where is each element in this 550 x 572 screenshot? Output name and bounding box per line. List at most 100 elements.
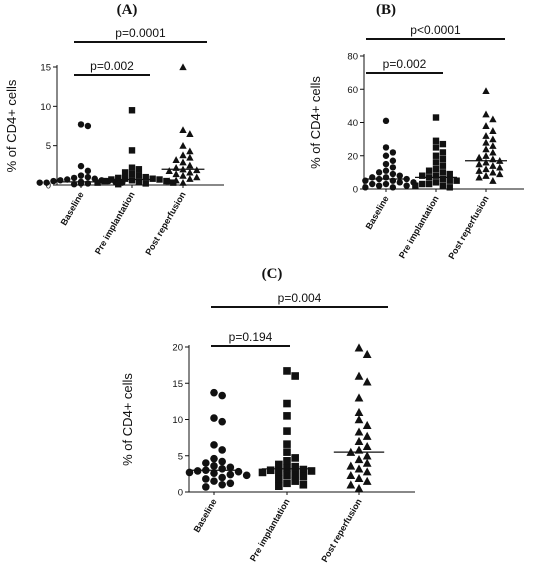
data-point <box>439 182 447 189</box>
y-tick-label: 15 <box>172 379 183 390</box>
y-tick-label: 10 <box>172 415 183 426</box>
data-point <box>489 135 497 143</box>
data-point <box>496 170 504 178</box>
data-point <box>482 152 490 159</box>
data-point <box>396 172 403 179</box>
data-point <box>291 477 299 485</box>
data-point <box>202 475 210 483</box>
data-point <box>186 168 194 176</box>
p-value-label: p=0.0001 <box>115 26 166 40</box>
data-point <box>446 170 453 178</box>
data-point <box>346 480 356 489</box>
data-point <box>482 172 490 179</box>
data-point <box>70 181 78 188</box>
data-point <box>275 475 283 483</box>
data-point <box>482 138 490 146</box>
data-point <box>186 175 194 182</box>
data-point <box>432 165 440 173</box>
data-point <box>202 483 210 491</box>
data-point <box>70 174 78 182</box>
data-point <box>36 179 43 186</box>
data-point <box>482 110 490 118</box>
data-point <box>210 462 218 470</box>
category-label: Baseline <box>192 497 219 534</box>
panel-1: (A) % of CD4+ cells 0 5 10 15 Baseline Pre impl… <box>4 2 224 257</box>
data-point <box>432 159 440 166</box>
series-square <box>94 107 177 188</box>
data-point <box>489 177 497 184</box>
data-point <box>84 122 92 130</box>
data-point <box>121 169 129 176</box>
data-point <box>179 171 187 179</box>
data-point <box>84 167 92 175</box>
data-point <box>283 412 291 420</box>
data-point <box>439 149 447 156</box>
y-tick-label: 10 <box>40 102 51 113</box>
data-point <box>432 144 440 151</box>
data-point <box>489 162 497 169</box>
data-point <box>128 164 136 171</box>
data-point <box>84 173 92 181</box>
data-point <box>234 467 243 476</box>
data-point <box>482 158 490 166</box>
y-tick-label: 15 <box>40 63 51 74</box>
data-point <box>283 479 291 488</box>
data-point <box>489 168 497 176</box>
data-point <box>453 177 460 184</box>
data-point <box>382 152 390 159</box>
data-point <box>218 465 226 473</box>
data-point <box>419 172 426 179</box>
category-label: Baseline <box>364 194 391 231</box>
data-point <box>446 177 453 184</box>
p-value-label: p=0.004 <box>278 291 322 305</box>
data-point <box>475 167 483 174</box>
data-point <box>210 441 218 449</box>
data-point <box>283 440 291 448</box>
data-point <box>482 165 490 173</box>
data-point <box>482 87 490 95</box>
data-point <box>389 164 397 171</box>
data-point <box>202 459 210 467</box>
data-point <box>354 343 364 352</box>
data-point <box>482 132 490 139</box>
data-point <box>193 467 202 475</box>
data-point <box>77 121 85 128</box>
y-tick-label: 80 <box>347 52 358 63</box>
data-point <box>218 480 226 489</box>
series-triangle <box>346 343 372 493</box>
y-tick-label: 0 <box>178 488 183 499</box>
data-point <box>186 130 194 137</box>
data-point <box>291 462 299 471</box>
category-label: Pre implantation <box>248 497 292 563</box>
data-point <box>210 414 218 422</box>
data-point <box>218 457 226 466</box>
data-point <box>354 427 364 436</box>
data-point <box>115 181 122 188</box>
data-point <box>283 427 291 435</box>
p-value-label: p=0.002 <box>90 59 134 73</box>
data-point <box>210 388 218 397</box>
data-point <box>396 179 403 186</box>
data-point <box>432 114 440 121</box>
data-point <box>156 176 163 183</box>
category-label: Pre implantation <box>93 190 137 256</box>
data-point <box>186 147 194 155</box>
data-point <box>57 177 64 184</box>
data-point <box>382 167 390 174</box>
data-point <box>346 461 356 470</box>
y-tick-label: 5 <box>178 451 183 462</box>
category-label: Post reperfusion <box>143 190 187 257</box>
data-point <box>291 372 299 380</box>
data-point <box>425 167 433 174</box>
data-point <box>258 468 267 477</box>
data-point <box>283 464 291 472</box>
data-point <box>354 464 364 473</box>
panel-label: (C) <box>262 266 283 282</box>
data-point <box>354 371 364 380</box>
data-point <box>362 377 372 386</box>
data-point <box>354 407 364 416</box>
data-point <box>275 460 283 469</box>
data-point <box>489 148 497 156</box>
data-point <box>362 451 372 460</box>
